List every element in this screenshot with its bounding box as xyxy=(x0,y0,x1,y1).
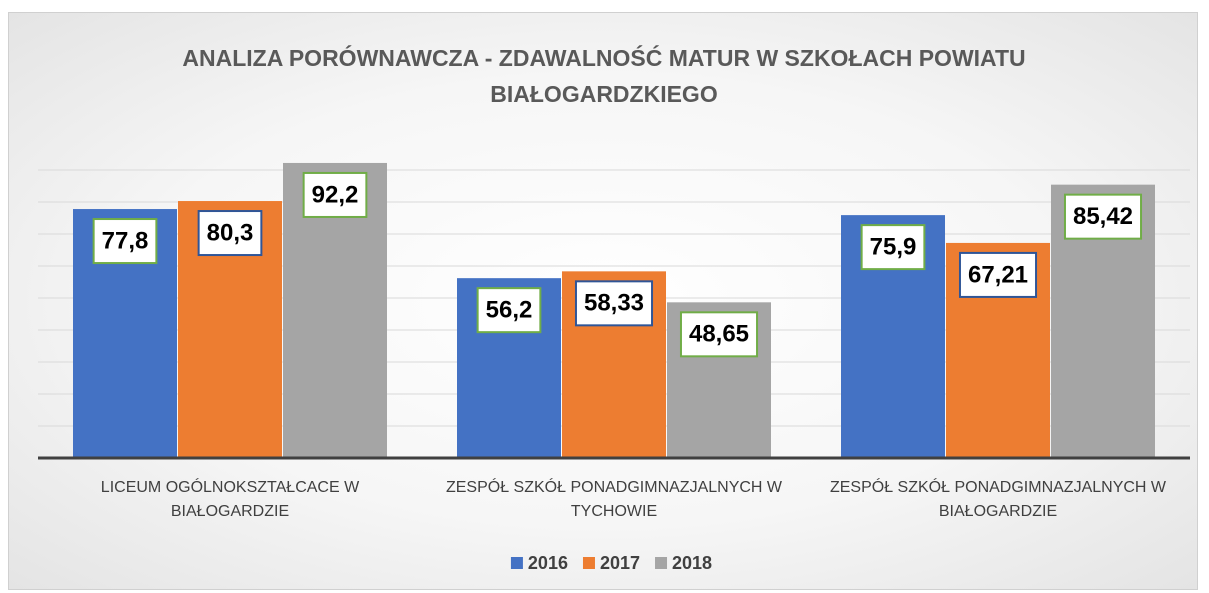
data-label-box xyxy=(860,224,926,271)
legend-label: 2016 xyxy=(528,553,568,573)
data-label-box xyxy=(92,218,158,265)
legend-label: 2017 xyxy=(600,553,640,573)
data-label: 80,3 xyxy=(207,219,254,246)
x-tick-label: ZESPÓŁ SZKÓŁ PONADGIMNAZJALNYCH W TYCHOW… xyxy=(445,479,783,520)
data-label: 48,65 xyxy=(689,321,749,348)
data-label: 56,2 xyxy=(486,297,533,324)
data-label: 75,9 xyxy=(870,233,917,260)
x-tick-label: ZESPÓŁ SZKÓŁ PONADGIMNAZJALNYCH W BIAŁOG… xyxy=(829,479,1167,520)
legend-swatch xyxy=(655,557,668,569)
data-label-box xyxy=(958,251,1038,298)
data-label-box xyxy=(679,311,759,358)
data-label: 92,2 xyxy=(312,181,359,208)
legend-swatch xyxy=(582,557,595,569)
data-label: 67,21 xyxy=(968,261,1028,288)
data-label-box xyxy=(1063,193,1143,240)
legend-label: 2018 xyxy=(672,553,712,573)
data-label: 77,8 xyxy=(102,227,149,254)
data-label-box xyxy=(574,280,654,327)
data-label: 58,33 xyxy=(584,290,644,317)
data-label-box xyxy=(197,210,263,257)
legend-swatch xyxy=(510,557,523,569)
data-label-box xyxy=(476,287,542,334)
data-label-box xyxy=(302,171,368,218)
chart-title: ANALIZA PORÓWNAWCZA - ZDAWALNOŚĆ MATUR W… xyxy=(182,45,1026,107)
x-tick-label: LICEUM OGÓLNOKSZTAŁCACE W BIAŁOGARDZIE xyxy=(100,479,360,520)
data-label: 85,42 xyxy=(1073,203,1133,230)
